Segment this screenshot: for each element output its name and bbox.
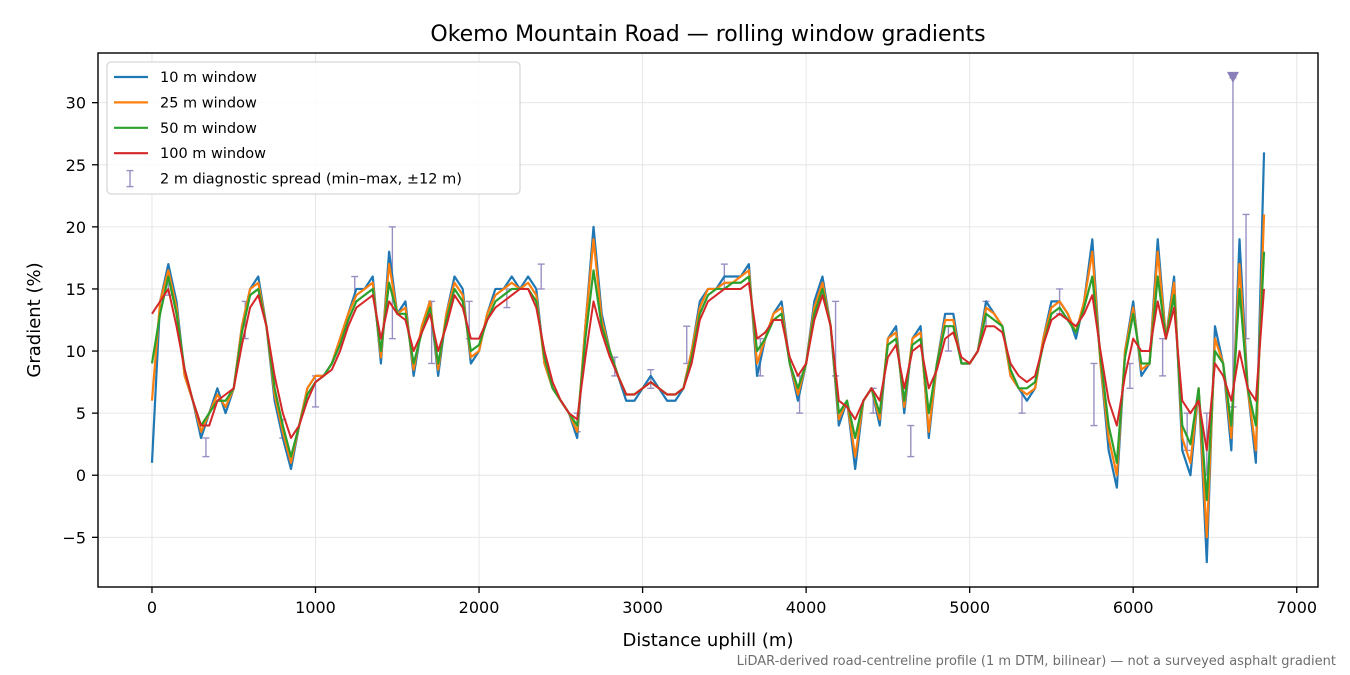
plot-area <box>150 71 1266 564</box>
x-tick-label: 7000 <box>1276 598 1317 617</box>
x-tick-label: 4000 <box>786 598 827 617</box>
spread-errorbar <box>202 437 210 458</box>
x-axis-label: Distance uphill (m) <box>623 630 794 651</box>
legend-swatch <box>126 169 134 188</box>
x-tick-label: 1000 <box>295 598 336 617</box>
series-line-2 <box>150 214 1266 539</box>
legend-label: 2 m diagnostic spread (min–max, ±12 m) <box>160 172 462 188</box>
x-tick-label: 2000 <box>459 598 500 617</box>
series-line-1 <box>150 152 1266 564</box>
series-line-3 <box>150 251 1266 502</box>
y-tick-label: 20 <box>66 218 86 237</box>
chart-title: Okemo Mountain Road — rolling window gra… <box>430 22 985 47</box>
spread-errorbar <box>537 263 545 290</box>
x-tick-label: 6000 <box>1113 598 1154 617</box>
x-tick-label: 3000 <box>622 598 663 617</box>
y-axis: −5 0 5 10 15 20 25 30 <box>62 94 98 547</box>
y-tick-label: 0 <box>76 466 86 485</box>
x-tick-label: 5000 <box>949 598 990 617</box>
y-tick-label: 15 <box>66 280 86 299</box>
footnote: LiDAR-derived road-centreline profile (1… <box>737 654 1336 669</box>
x-tick-label: 0 <box>147 598 157 617</box>
x-axis: 0 1000 2000 3000 4000 5000 6000 7000 <box>147 587 1317 617</box>
spread-errorbar <box>647 368 655 390</box>
y-tick-label: 10 <box>66 342 86 361</box>
y-axis-label: Gradient (%) <box>24 262 45 377</box>
spread-errorbar <box>907 424 915 458</box>
legend-label: 100 m window <box>160 146 266 162</box>
y-tick-label: −5 <box>62 528 86 547</box>
y-tick-label: 25 <box>66 156 86 175</box>
off-scale-marker <box>1226 71 1239 83</box>
y-tick-label: 5 <box>76 404 86 423</box>
legend: 10 m window 25 m window 50 m window 100 m w… <box>106 61 521 195</box>
plot-frame <box>97 52 1319 588</box>
spread-errorbar <box>1090 362 1098 427</box>
spread-errorbar <box>1159 337 1167 377</box>
legend-label: 50 m window <box>160 121 257 137</box>
y-tick-label: 30 <box>66 94 86 113</box>
legend-label: 25 m window <box>160 95 257 111</box>
series-line-4 <box>151 281 1266 452</box>
legend-box <box>106 61 521 195</box>
legend-label: 10 m window <box>160 70 257 86</box>
